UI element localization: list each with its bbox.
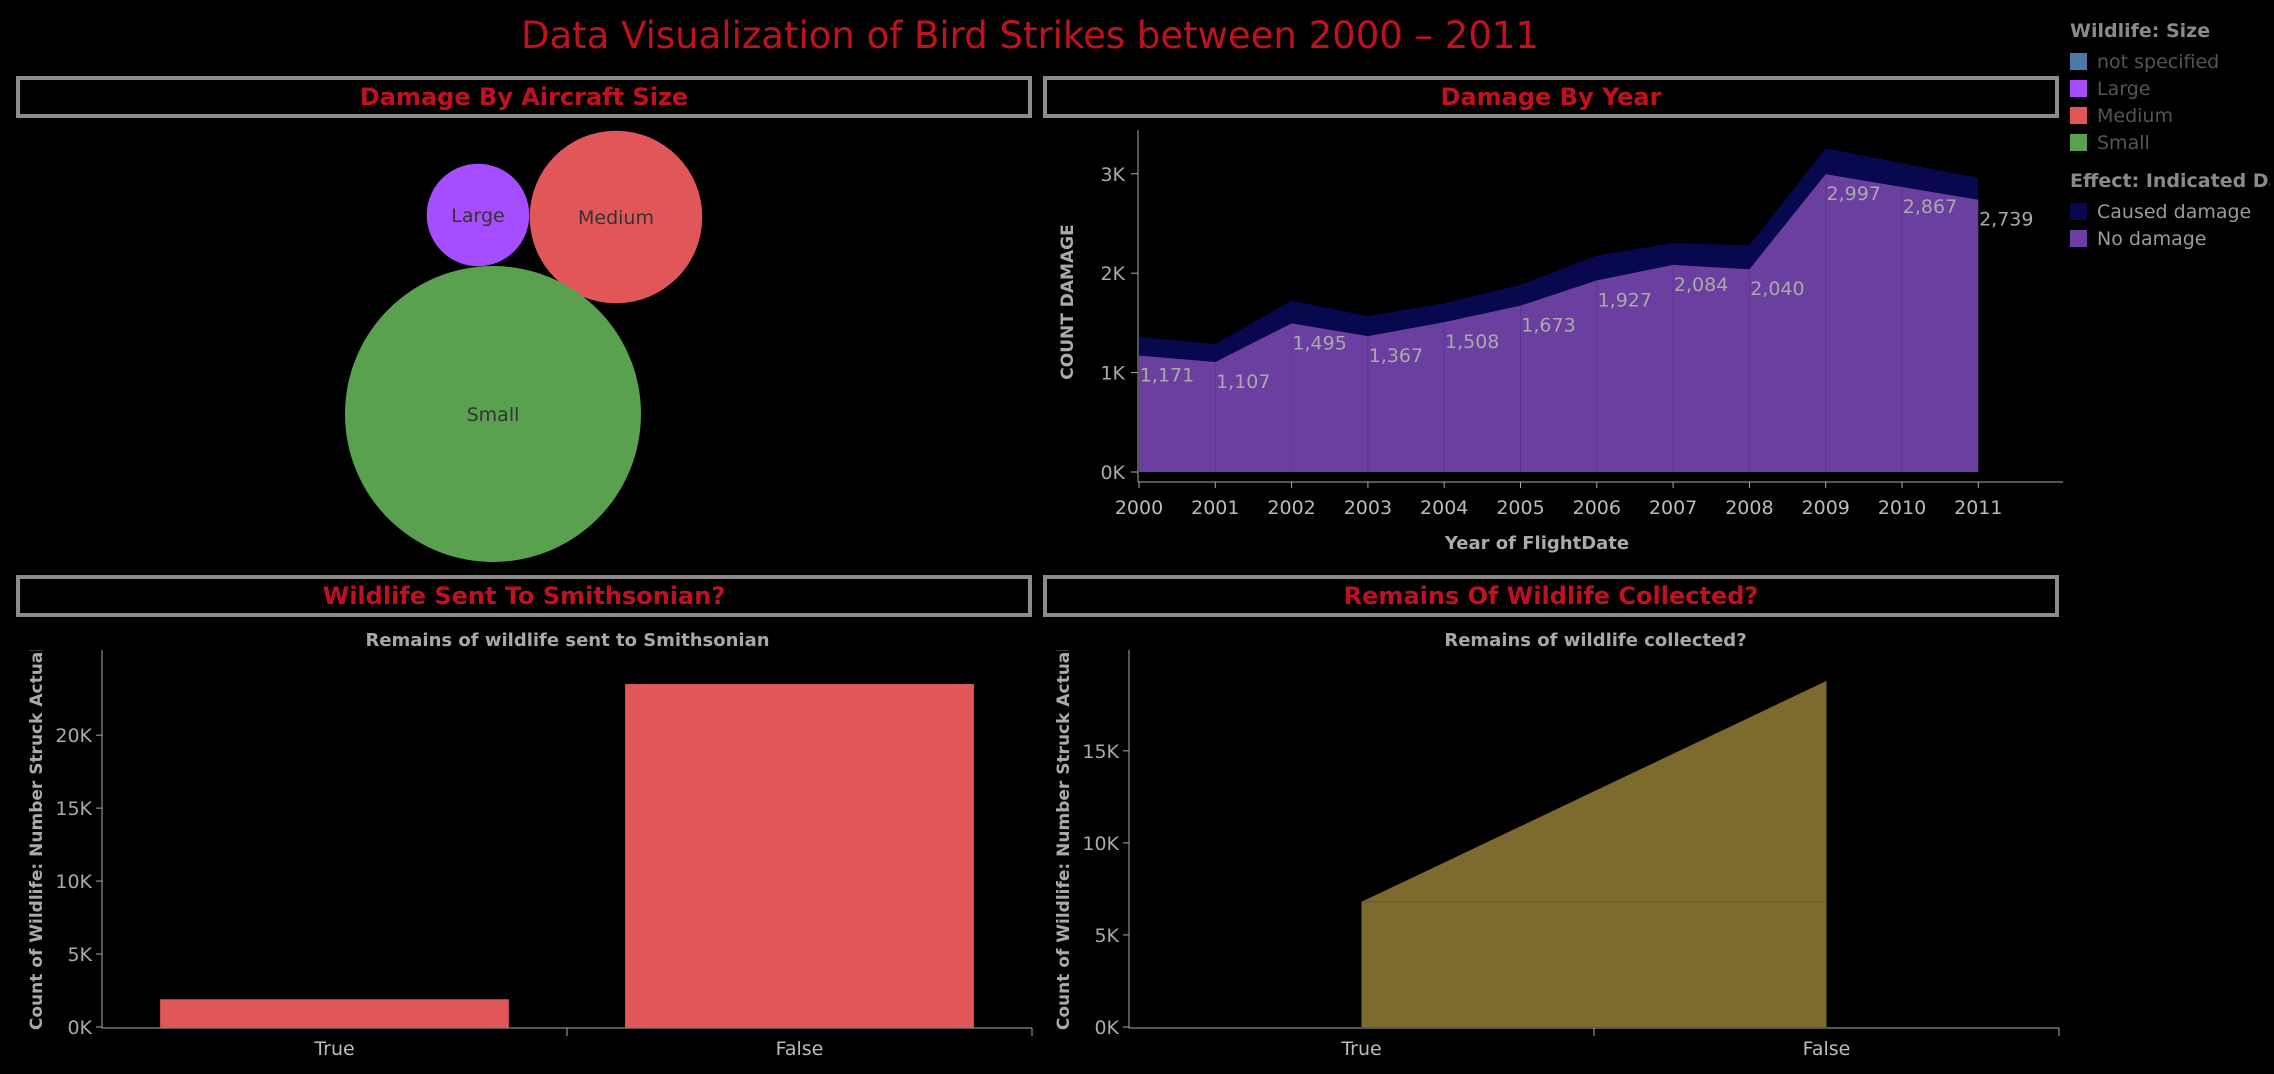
remains-chart-title: Remains of wildlife collected?: [1444, 630, 1747, 651]
data-label: 1,927: [1598, 289, 1652, 311]
legend-item-medium[interactable]: Medium: [2070, 102, 2270, 129]
y-axis-title: Count of Wildlife: Number Struck Actual: [27, 650, 47, 1030]
legend-swatch: [2070, 53, 2087, 70]
legend-size-title: Wildlife: Size: [2070, 20, 2211, 42]
y-tick-label: 0K: [1094, 1017, 1119, 1039]
bar-true: [160, 999, 509, 1028]
area-caused-damage: [1139, 148, 1979, 362]
legend-label: Medium: [2097, 104, 2173, 127]
legend-item-not-specified[interactable]: not specified: [2070, 48, 2270, 75]
bubble-small: [345, 266, 641, 562]
legend-item-caused-damage[interactable]: Caused damage: [2070, 198, 2270, 225]
page-title: Data Visualization of Bird Strikes betwe…: [521, 14, 1539, 57]
bubble-label-large: Large: [451, 205, 504, 227]
legend-label: Caused damage: [2097, 200, 2252, 223]
y-tick-label: 20K: [55, 725, 92, 747]
data-label: 1,171: [1140, 365, 1194, 387]
y-tick-label: 0K: [1100, 462, 1125, 484]
legend: Wildlife: Size not specified Large Mediu…: [2070, 20, 2270, 252]
data-label: 2,084: [1674, 274, 1728, 296]
bubble-label-small: Small: [467, 404, 520, 426]
y-axis-title: COUNT DAMAGE: [1058, 224, 1078, 379]
panel-header-remains: Remains Of Wildlife Collected?: [1043, 575, 2059, 617]
legend-swatch: [2070, 107, 2087, 124]
x-tick-label-true: True: [313, 1038, 354, 1060]
y-tick-label: 5K: [1094, 925, 1119, 947]
y-tick-label: 2K: [1100, 263, 1125, 285]
legend-effect-title: Effect: Indicated Da..: [2070, 170, 2270, 192]
data-label: 2,997: [1826, 183, 1880, 205]
area-no-damage: [1139, 174, 1979, 473]
data-label: 1,107: [1216, 371, 1270, 393]
data-label: 2,739: [1979, 209, 2033, 231]
data-label: 1,495: [1292, 332, 1346, 354]
legend-label: Large: [2097, 77, 2151, 100]
legend-label: not specified: [2097, 50, 2220, 73]
data-label: 1,508: [1445, 331, 1499, 353]
x-tick-label: 2000: [1115, 497, 1163, 519]
smithsonian-bar-chart: 0K 5K 10K 15K 20K True False Count of Wildlife:…: [27, 650, 1033, 1060]
x-tick-label: 2008: [1725, 497, 1773, 519]
y-tick-label: 1K: [1100, 363, 1125, 385]
legend-item-no-damage[interactable]: No damage: [2070, 225, 2270, 252]
data-label: 2,867: [1903, 196, 1957, 218]
legend-swatch: [2070, 80, 2087, 97]
panel-header-size: Damage By Aircraft Size: [16, 76, 1032, 118]
y-tick-label: 15K: [1082, 741, 1119, 763]
legend-item-large[interactable]: Large: [2070, 75, 2270, 102]
legend-label: No damage: [2097, 227, 2207, 250]
legend-item-small[interactable]: Small: [2070, 129, 2270, 156]
x-tick-label-false: False: [776, 1038, 824, 1060]
legend-swatch: [2070, 134, 2087, 151]
bubble-medium: [529, 130, 703, 304]
x-tick-label: 2005: [1496, 497, 1544, 519]
x-tick-label: 2007: [1649, 497, 1697, 519]
data-label: 2,040: [1750, 278, 1804, 300]
legend-swatch: [2070, 203, 2087, 220]
x-tick-label: 2006: [1573, 497, 1621, 519]
x-axis-title: Year of FlightDate: [1444, 533, 1629, 554]
bubble-large: [426, 163, 530, 267]
bubble-chart: Large Medium Small: [345, 130, 703, 562]
legend-label: Small: [2097, 131, 2150, 154]
y-tick-label: 10K: [55, 871, 92, 893]
data-label: 1,673: [1521, 315, 1575, 337]
remains-area-chart: 0K 5K 10K 15K True False Count of Wildlife: Nu…: [1054, 650, 2060, 1060]
y-axis-title: Count of Wildlife: Number Struck Actual: [1054, 650, 1074, 1030]
x-tick-label-true: True: [1340, 1038, 1381, 1060]
y-tick-label: 5K: [67, 944, 92, 966]
smithsonian-chart-title: Remains of wildlife sent to Smithsonian: [365, 630, 770, 651]
x-tick-label: 2001: [1191, 497, 1239, 519]
bar-false: [625, 684, 974, 1028]
x-tick-label: 2004: [1420, 497, 1468, 519]
x-tick-label: 2010: [1878, 497, 1926, 519]
legend-swatch: [2070, 230, 2087, 247]
y-tick-label: 10K: [1082, 833, 1119, 855]
panel-header-smithsonian: Wildlife Sent To Smithsonian?: [16, 575, 1032, 617]
x-tick-label: 2009: [1802, 497, 1850, 519]
bubble-label-medium: Medium: [578, 207, 654, 229]
x-tick-label-false: False: [1803, 1038, 1851, 1060]
x-tick-label: 2011: [1954, 497, 2002, 519]
y-tick-label: 3K: [1100, 164, 1125, 186]
y-tick-label: 15K: [55, 798, 92, 820]
area-remains: [1361, 680, 1827, 1027]
data-label: 1,367: [1369, 345, 1423, 367]
x-tick-label: 2002: [1267, 497, 1315, 519]
year-area-chart: 0K 1K 2K 3K 2000 1,171 2001 1,107 2002 1,495 2003 1…: [1058, 130, 2063, 554]
x-tick-label: 2003: [1344, 497, 1392, 519]
y-tick-label: 0K: [67, 1017, 92, 1039]
panel-header-year: Damage By Year: [1043, 76, 2059, 118]
